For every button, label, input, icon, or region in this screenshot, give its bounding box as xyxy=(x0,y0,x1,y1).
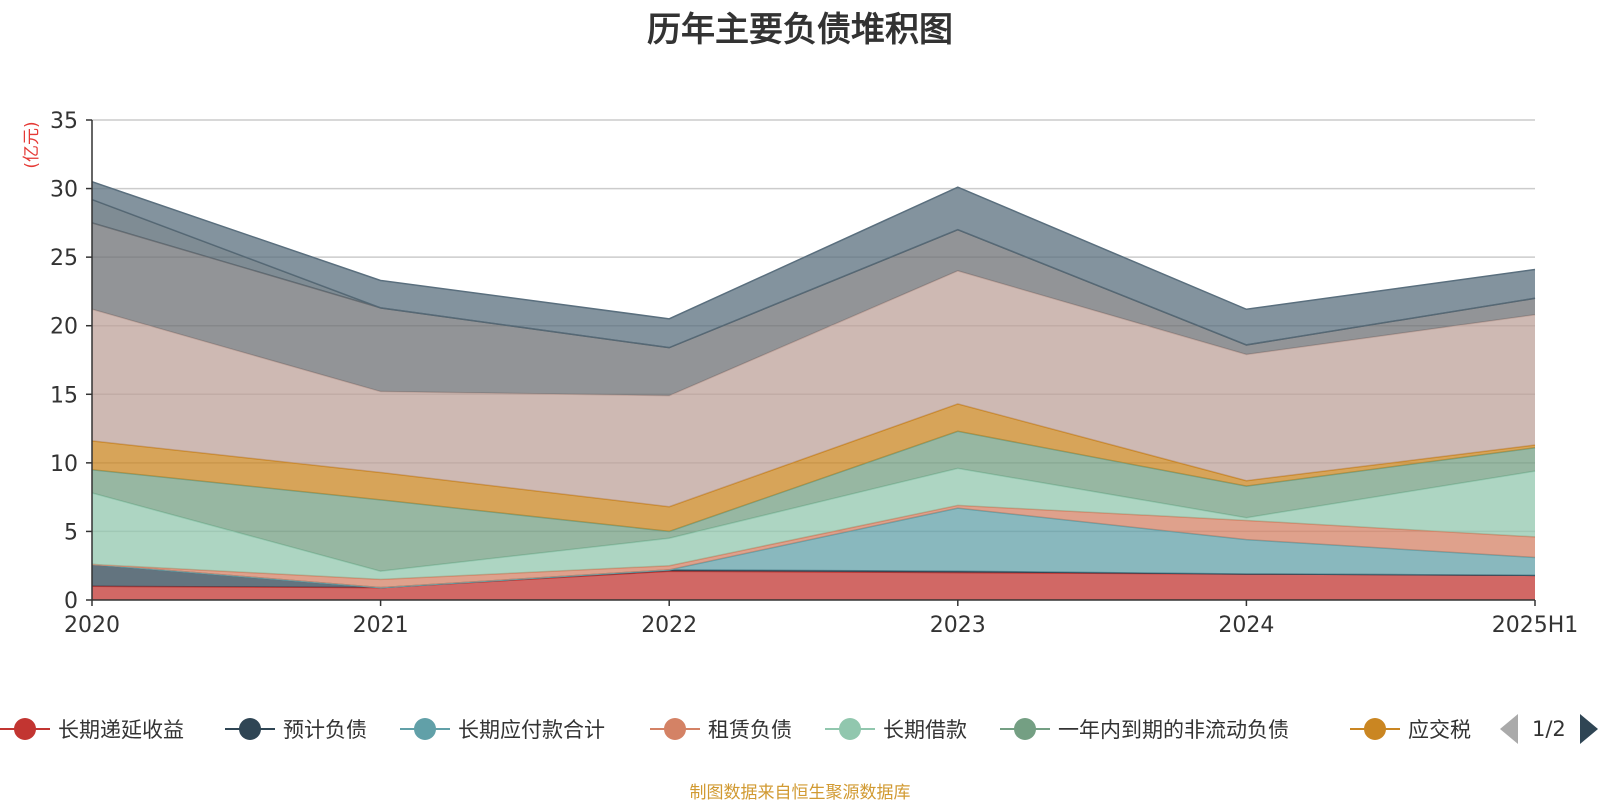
legend-marker-icon xyxy=(1000,712,1050,746)
x-tick-label-2: 2022 xyxy=(641,613,697,638)
legend-marker-icon xyxy=(225,712,275,746)
legend: 长期递延收益 预计负债 长期应付款合计 租赁负债 长期借款 一年内到期的非流动负债 应交税 xyxy=(0,712,1600,752)
x-tick-label-1: 2021 xyxy=(353,613,409,638)
y-tick-label-7: 35 xyxy=(50,109,78,134)
y-tick-label-4: 20 xyxy=(50,315,78,340)
stacked-areas xyxy=(91,181,1536,600)
legend-item-3[interactable]: 租赁负债 xyxy=(650,712,792,746)
area-series-4 xyxy=(92,468,1535,580)
area-series-8 xyxy=(92,222,1535,396)
legend-label: 一年内到期的非流动负债 xyxy=(1058,718,1289,742)
legend-next-arrow-icon[interactable] xyxy=(1579,714,1598,744)
area-series-10 xyxy=(92,181,1535,348)
legend-marker-icon xyxy=(0,712,50,746)
legend-page-indicator: 1/2 xyxy=(1532,717,1566,741)
y-tick-label-6: 30 xyxy=(50,178,78,203)
axes: 0 5 10 15 20 25 30 35 2020 2021 2022 2023 2024 2025H1 xyxy=(50,109,1578,638)
legend-item-2[interactable]: 长期应付款合计 xyxy=(400,712,605,746)
legend-label: 长期递延收益 xyxy=(58,718,184,742)
legend-label: 长期借款 xyxy=(883,718,967,742)
legend-item-1[interactable]: 预计负债 xyxy=(225,712,367,746)
legend-label: 长期应付款合计 xyxy=(458,718,605,742)
area-series-2 xyxy=(92,508,1535,588)
y-tick-label-1: 5 xyxy=(64,520,78,545)
y-tick-label-5: 25 xyxy=(50,246,78,271)
legend-prev-arrow-icon[interactable] xyxy=(1500,714,1518,744)
y-tick-label-0: 0 xyxy=(64,589,78,614)
legend-marker-icon xyxy=(400,712,450,746)
x-tick-label-0: 2020 xyxy=(64,613,120,638)
area-series-0 xyxy=(92,571,1535,600)
area-series-1 xyxy=(92,564,1535,588)
y-tick-label-2: 10 xyxy=(50,452,78,477)
legend-marker-icon xyxy=(825,712,875,746)
legend-marker-icon xyxy=(650,712,700,746)
legend-item-5[interactable]: 一年内到期的非流动负债 xyxy=(1000,712,1289,746)
y-axis-label: (亿元) xyxy=(22,121,42,168)
area-series-5 xyxy=(92,431,1535,572)
area-line-series-10 xyxy=(91,181,1536,320)
x-tick-label-4: 2024 xyxy=(1218,613,1274,638)
x-tick-label-3: 2023 xyxy=(930,613,986,638)
area-series-7 xyxy=(92,270,1535,507)
y-tick-label-3: 15 xyxy=(50,383,78,408)
x-tick-label-5: 2025H1 xyxy=(1492,613,1579,638)
legend-pager: 1/2 xyxy=(1500,712,1598,746)
area-series-6 xyxy=(92,403,1535,532)
source-note: 制图数据来自恒生聚源数据库 xyxy=(689,783,911,803)
area-series-3 xyxy=(92,505,1535,588)
legend-label: 预计负债 xyxy=(283,718,367,742)
chart-title: 历年主要负债堆积图 xyxy=(647,10,953,50)
legend-item-4[interactable]: 长期借款 xyxy=(825,712,967,746)
legend-item-6[interactable]: 应交税 xyxy=(1350,712,1471,746)
legend-marker-icon xyxy=(1350,712,1400,746)
legend-label: 租赁负债 xyxy=(708,718,792,742)
legend-item-0[interactable]: 长期递延收益 xyxy=(0,712,184,746)
legend-label: 应交税 xyxy=(1408,718,1471,742)
